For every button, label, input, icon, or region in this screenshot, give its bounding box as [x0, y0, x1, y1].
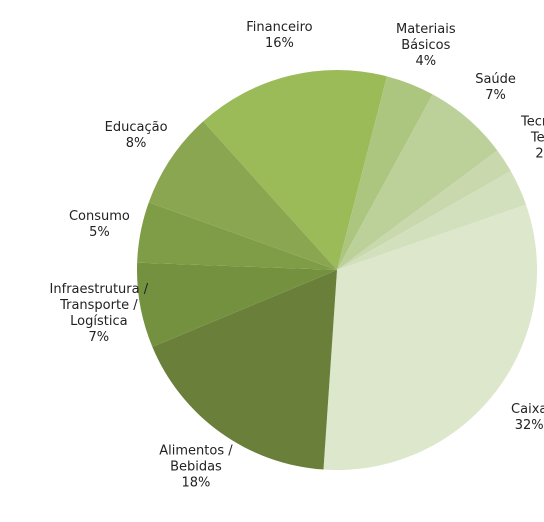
label-line: Consumo	[69, 209, 130, 224]
label-line: Saúde	[475, 72, 516, 87]
slice-label: Consumo 5%	[69, 209, 130, 240]
slice-label: Materiais Básicos 4%	[396, 21, 456, 68]
label-line: 7%	[485, 88, 506, 103]
slice-label: TecnoTel2	[520, 114, 544, 161]
pie-slice	[137, 262, 337, 347]
label-line: Financeiro	[246, 19, 312, 34]
label-line: 16%	[265, 35, 294, 50]
slice-label: Infraestrutura / Transporte / Logística 7%	[50, 282, 149, 345]
slice-label: Financeiro 16%	[246, 19, 312, 50]
pie-slice	[152, 270, 337, 470]
label-line: 7%	[89, 330, 110, 345]
slice-label: Saúde 7%	[475, 72, 516, 103]
pie-slice	[337, 94, 498, 270]
label-line: 5%	[89, 225, 110, 240]
pie-slice	[323, 204, 537, 470]
pie-slice	[337, 171, 527, 270]
pie-slice	[148, 121, 337, 270]
slice-label: Alimentos / Bebidas 18%	[159, 443, 233, 490]
pie-slice	[203, 70, 387, 271]
label-line: Infraestrutura /	[50, 282, 149, 297]
label-line: Educação	[105, 120, 168, 135]
label-line: Tecno	[520, 114, 544, 129]
label-line: 2	[535, 146, 543, 161]
slice-label: Caixa 32%	[511, 402, 544, 433]
pie-slice	[337, 76, 433, 271]
label-line: 4%	[415, 53, 436, 68]
label-line: Transporte /	[59, 298, 138, 313]
pie-slice	[137, 202, 337, 270]
label-line: 32%	[515, 418, 544, 433]
label-line: Caixa	[511, 402, 544, 417]
label-line: 18%	[182, 475, 211, 490]
label-line: Alimentos /	[159, 443, 233, 458]
slice-label: Educação 8%	[105, 120, 168, 151]
label-line: Bebidas	[170, 459, 222, 474]
label-line: Logística	[70, 314, 127, 329]
label-line: Tel	[530, 130, 544, 145]
pie-slice	[337, 150, 511, 270]
label-line: Básicos	[401, 37, 450, 52]
label-line: Materiais	[396, 21, 456, 36]
label-line: 8%	[126, 136, 147, 151]
